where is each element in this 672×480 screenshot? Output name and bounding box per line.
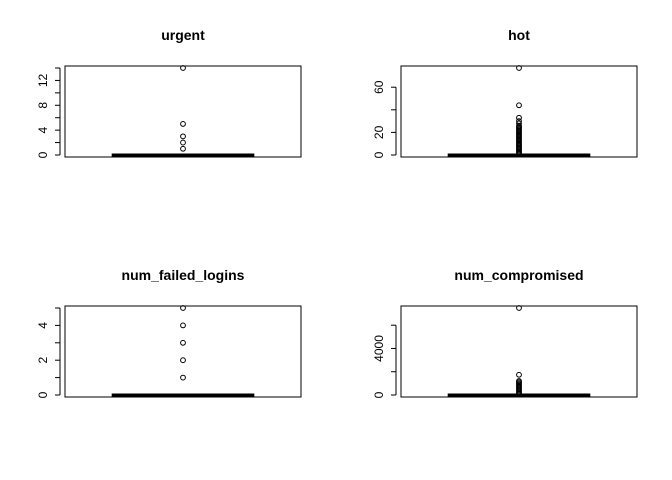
outlier-point — [516, 102, 522, 109]
panel-4: num_compromised 0 4000 — [372, 267, 638, 398]
panel-3: num_failed_logins 0 2 4 — [36, 267, 302, 398]
y-tick-label: 0 — [36, 391, 50, 398]
outlier-point — [180, 145, 186, 152]
y-tick-label: 4 — [36, 322, 50, 329]
outlier-point — [516, 114, 522, 121]
outlier-point — [180, 339, 186, 346]
plot-title: num_failed_logins — [122, 267, 245, 283]
y-tick-label: 20 — [372, 125, 386, 139]
y-tick-label: 4000 — [372, 335, 386, 362]
outlier-point — [180, 374, 186, 381]
plot-title: num_compromised — [454, 267, 583, 283]
y-tick-label: 12 — [36, 73, 50, 87]
plot-frame — [64, 305, 302, 398]
y-tick-label: 0 — [372, 151, 386, 158]
outlier-point — [516, 371, 522, 378]
y-tick-label: 0 — [36, 151, 50, 158]
plot-title: urgent — [161, 27, 205, 43]
outlier-point — [516, 65, 522, 71]
y-tick-label: 60 — [372, 80, 386, 94]
outlier-point — [180, 139, 186, 146]
outlier-point — [180, 357, 186, 364]
panel-2: hot 0 20 60 — [372, 27, 638, 158]
outlier-point — [516, 118, 522, 125]
y-tick-label: 2 — [36, 357, 50, 364]
outlier-point — [180, 121, 186, 127]
outlier-point — [180, 305, 186, 311]
y-tick-label: 0 — [372, 391, 386, 398]
outlier-point — [180, 133, 186, 140]
panel-1: urgent 0 4 8 12 — [36, 27, 302, 158]
plot-frame — [64, 65, 302, 158]
outlier-point — [180, 322, 186, 329]
y-tick-label: 8 — [36, 102, 50, 109]
outlier-point — [516, 378, 522, 384]
plot-title: hot — [508, 27, 530, 43]
y-tick-label: 4 — [36, 126, 50, 133]
outlier-point — [516, 120, 522, 127]
outlier-point — [180, 65, 186, 71]
outlier-point — [516, 305, 522, 311]
